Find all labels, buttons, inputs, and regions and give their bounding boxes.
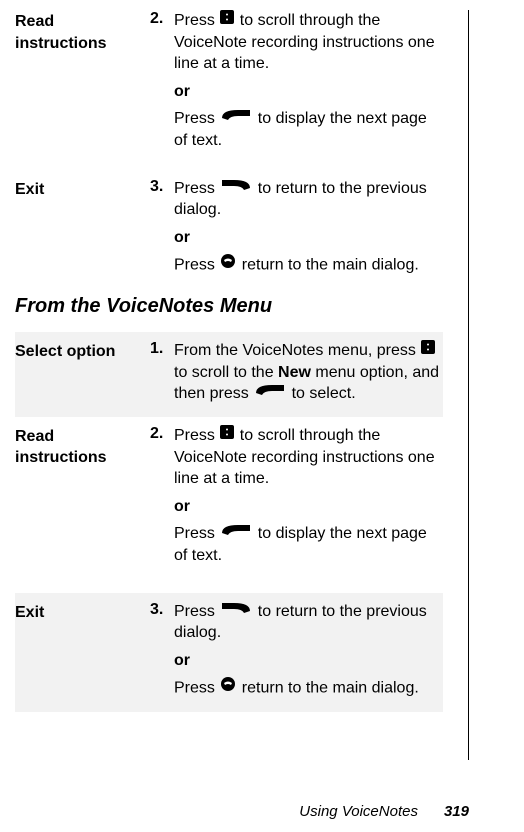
shaded-block-select: Select option 1. From the VoiceNotes men… <box>15 332 443 417</box>
label-read: Read instructions <box>15 425 145 469</box>
alt-text: Press to display the next page of text. <box>174 523 443 566</box>
step-number: 2. <box>150 10 174 28</box>
step-number: 2. <box>150 425 174 443</box>
right-softkey-icon <box>254 382 286 404</box>
content-area: Read instructions 2. Press to scroll thr… <box>15 10 469 760</box>
step-number: 3. <box>150 601 174 619</box>
footer-section-name: Using VoiceNotes <box>299 803 418 820</box>
label-exit: Exit <box>15 601 145 624</box>
label-read: Read instructions <box>15 10 145 54</box>
or-text: or <box>174 650 443 672</box>
instruction-exit-top: Exit 3. Press to return to the previous … <box>15 178 443 281</box>
right-softkey-icon <box>220 522 252 544</box>
left-softkey-icon <box>220 177 252 199</box>
end-key-icon <box>220 676 236 699</box>
step-text: Press to return to the previous dialog. <box>174 601 443 644</box>
instruction-read-bottom: Read instructions 2. Press to scroll thr… <box>15 425 443 571</box>
scroll-key-icon <box>220 424 234 446</box>
alt-text: Press to display the next page of text. <box>174 108 443 151</box>
label-exit: Exit <box>15 178 145 201</box>
instruction-exit-bottom: Exit 3. Press to return to the previous … <box>15 601 443 704</box>
or-text: or <box>174 227 443 249</box>
left-softkey-icon <box>220 600 252 622</box>
footer-page-number: 319 <box>444 803 469 820</box>
instruction-body: 2. Press to scroll through the VoiceNote… <box>145 10 443 156</box>
or-text: or <box>174 496 443 518</box>
alt-text: Press return to the main dialog. <box>174 677 443 700</box>
label-select: Select option <box>15 340 145 363</box>
page-footer: Using VoiceNotes 319 <box>299 803 469 820</box>
alt-text: Press return to the main dialog. <box>174 254 443 277</box>
instruction-select: Select option 1. From the VoiceNotes men… <box>15 340 443 409</box>
right-softkey-icon <box>220 107 252 129</box>
step-text: Press to return to the previous dialog. <box>174 178 443 221</box>
step-number: 1. <box>150 340 174 358</box>
menu-option-new: New <box>278 364 311 381</box>
or-text: or <box>174 81 443 103</box>
end-key-icon <box>220 253 236 276</box>
step-text: From the VoiceNotes menu, press to scrol… <box>174 340 443 405</box>
scroll-key-icon <box>220 9 234 31</box>
shaded-block-exit: Exit 3. Press to return to the previous … <box>15 593 443 712</box>
instruction-body: 3. Press to return to the previous dialo… <box>145 178 443 281</box>
section-heading: From the VoiceNotes Menu <box>15 295 443 318</box>
instruction-body: 1. From the VoiceNotes menu, press to sc… <box>145 340 443 409</box>
step-text: Press to scroll through the VoiceNote re… <box>174 10 443 75</box>
step-number: 3. <box>150 178 174 196</box>
instruction-body: 2. Press to scroll through the VoiceNote… <box>145 425 443 571</box>
instruction-read-top: Read instructions 2. Press to scroll thr… <box>15 10 443 156</box>
scroll-key-icon <box>421 339 435 361</box>
step-text: Press to scroll through the VoiceNote re… <box>174 425 443 490</box>
instruction-body: 3. Press to return to the previous dialo… <box>145 601 443 704</box>
